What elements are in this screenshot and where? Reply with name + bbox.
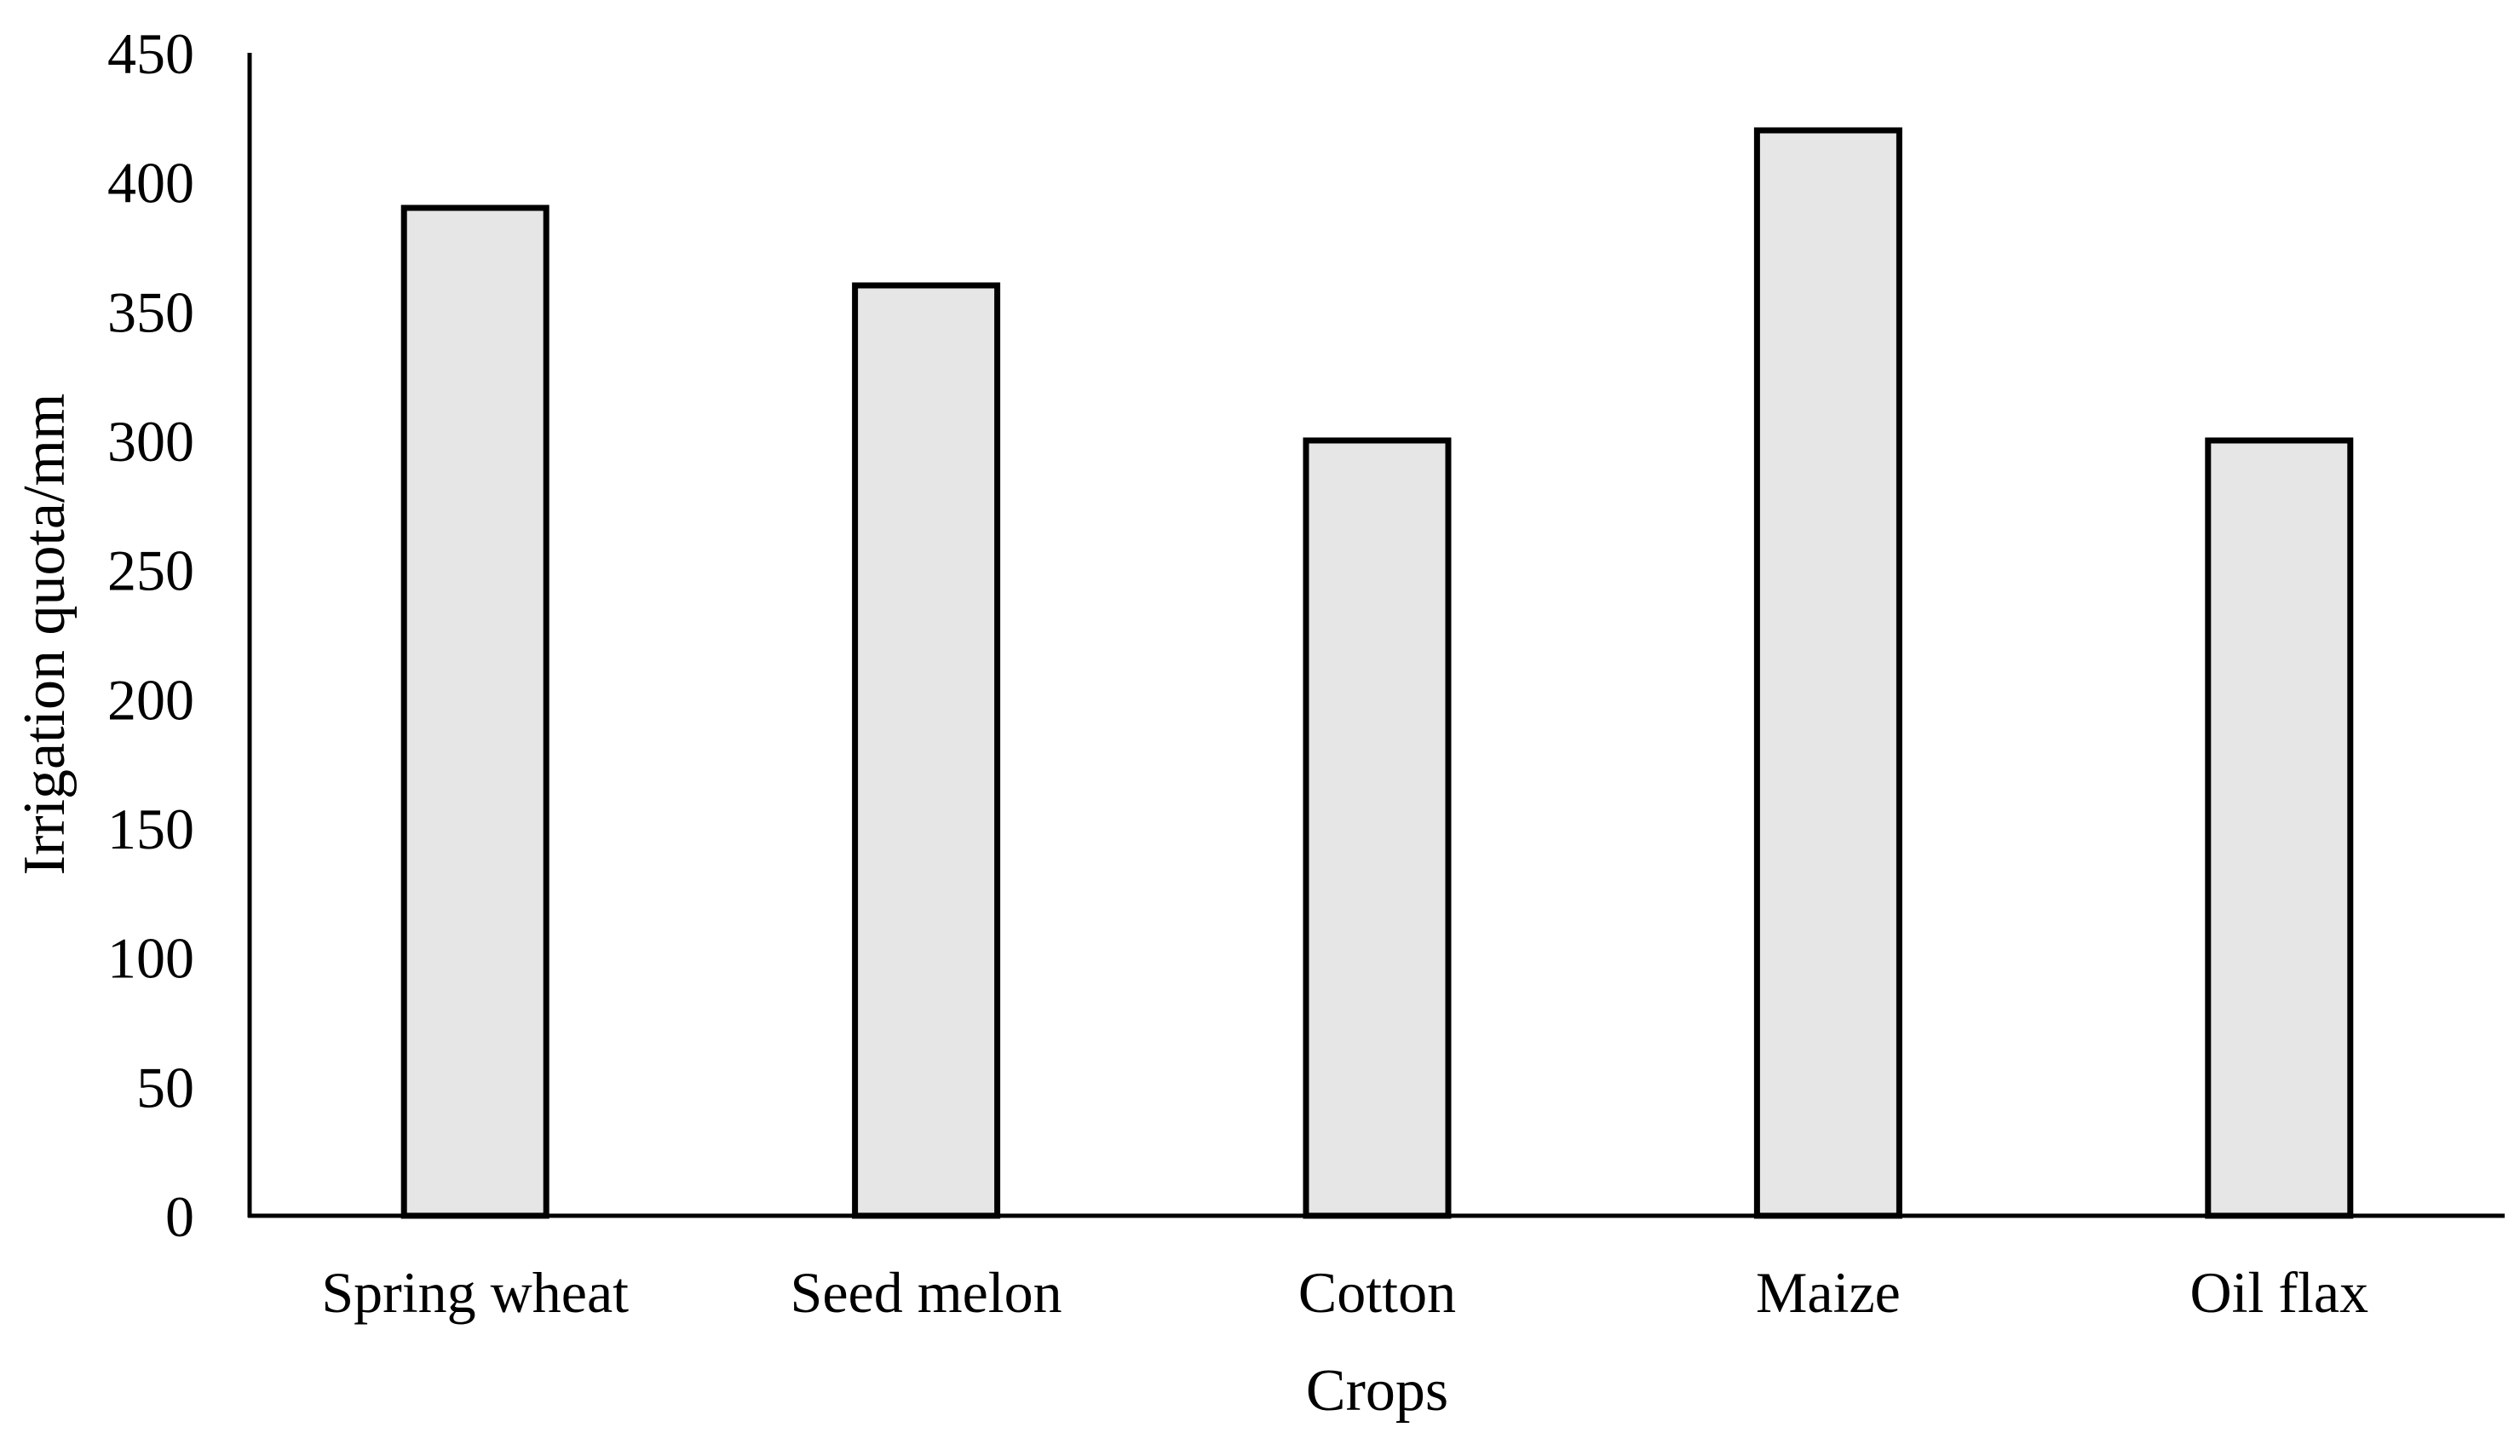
y-tick-label: 350 [107,279,194,344]
y-tick-label: 100 [107,926,194,991]
x-tick-label: Spring wheat [321,1260,629,1325]
bar-cotton [1303,437,1452,1219]
y-tick-label: 150 [107,797,194,861]
bar-maize [1753,127,1902,1219]
bar-seed-melon [852,282,1001,1219]
bar-oil-flax [2205,437,2354,1219]
x-tick-label: Seed melon [791,1260,1062,1325]
y-tick-label: 0 [165,1184,194,1249]
x-axis-title: Crops [1306,1358,1448,1424]
bars-layer [400,127,2354,1219]
x-tick-label: Oil flax [2189,1260,2368,1325]
y-tick-label: 300 [107,409,194,474]
y-tick-label: 200 [107,667,194,732]
x-tick-label: Maize [1756,1260,1901,1325]
y-tick-labels: 0 50 100 150 200 250 300 350 400 450 [107,21,194,1249]
y-tick-label: 50 [136,1055,194,1119]
x-tick-label: Cotton [1298,1260,1456,1325]
y-tick-label: 400 [107,151,194,216]
y-axis-title: Irrigation quota/mm [12,394,78,876]
y-tick-label: 450 [107,21,194,86]
bar-spring-wheat [400,204,549,1219]
x-tick-labels: Spring wheat Seed melon Cotton Maize Oil fla… [321,1260,2368,1325]
y-tick-label: 250 [107,538,194,603]
